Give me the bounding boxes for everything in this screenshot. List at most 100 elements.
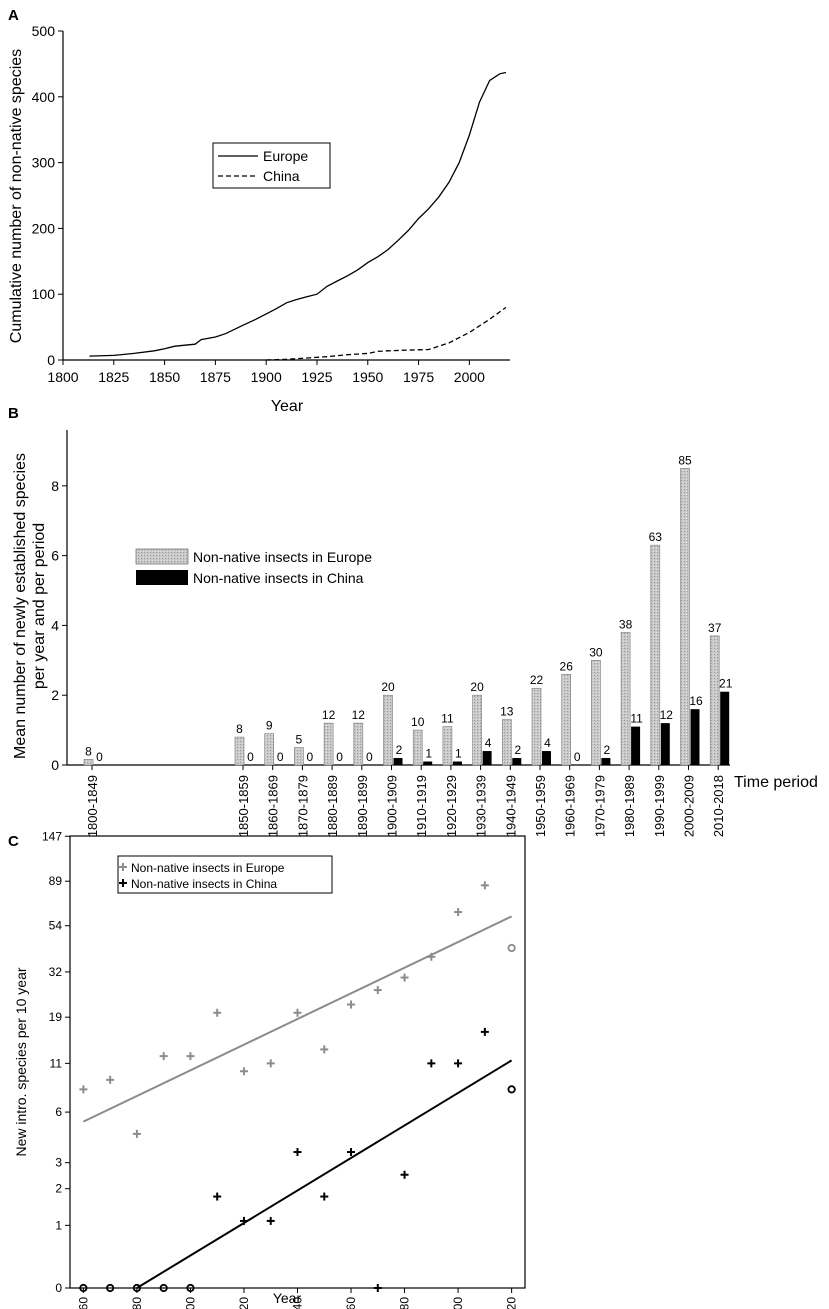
point-europe [427,952,436,961]
point-europe [159,1052,168,1061]
point-europe [239,1067,248,1076]
bar-europe [83,759,94,766]
bar-europe-value-label: 9 [266,719,273,733]
panel-a-y-tick-label: 400 [32,89,56,105]
panel-b-y-axis-label-line2: per year and per period [31,523,48,689]
point-europe [400,973,409,982]
bar-europe-value-label: 8 [236,722,243,736]
bar-europe [442,726,453,766]
bar-europe [472,694,482,766]
panel-a-y-tick-label: 300 [32,155,56,171]
legend-europe-swatch [135,548,189,565]
panel-b-category-label: 1980-1989 [622,775,637,837]
point-europe [373,986,382,995]
panel-a-x-tick-label: 1975 [403,369,434,385]
panel-a-series-europe-line [89,71,507,357]
bar-europe-value-label: 38 [619,617,633,631]
bar-europe [294,747,304,766]
point-europe [454,908,463,917]
point-europe [347,1000,356,1009]
panel-b-category-label: 1890-1899 [355,775,370,837]
point-china [347,1148,356,1157]
open-point-china [186,1283,195,1293]
panel-a-y-tick-label: 200 [32,220,56,236]
bar-china-value-label: 12 [660,708,674,722]
panel-b-category-label: 1940-1949 [503,775,518,837]
bar-europe-value-label: 30 [589,645,603,659]
point-china [213,1192,222,1201]
legend-china-marker [119,879,127,887]
bar-europe-value-label: 8 [85,744,92,758]
bar-europe [353,722,364,766]
bar-europe [709,635,720,766]
panel-c-y-tick-label: 11 [50,1056,63,1070]
bar-china-value-label: 0 [366,750,373,764]
legend-china-swatch [136,570,188,585]
panel-c-y-tick-label: 19 [49,1010,63,1024]
panel-b-category-label: 1960-1969 [563,775,578,837]
legend-europe-label: Non-native insects in Europe [193,549,372,565]
bar-europe-value-label: 5 [296,733,303,747]
bar-europe-value-label: 10 [411,715,425,729]
legend-china-label: China [263,168,300,184]
panel-b-category-label: 1910-1919 [414,775,429,837]
panel-b-legend: Non-native insects in Europe Non-native … [135,548,372,586]
bar-china [631,726,641,765]
bar-europe [531,687,542,766]
point-europe [213,1008,222,1017]
panel-a-x-axis-label: Year [271,398,304,415]
open-point-china [106,1283,115,1293]
point-china [373,1284,382,1292]
bar-europe [680,468,690,766]
panel-c-y-tick-label: 6 [55,1105,62,1119]
bar-europe [234,736,245,766]
panel-a-chart: 1800 1825 1850 1875 1900 1925 1950 1975 2000 0 10… [8,23,510,415]
bar-china-value-label: 0 [96,750,103,764]
bar-china-value-label: 1 [425,747,432,761]
panel-b-category-label: 1850-1859 [236,775,251,837]
bar-china-value-label: 21 [719,677,733,691]
panel-c-x-axis-label: Year [273,1290,302,1306]
point-china [320,1192,329,1201]
legend-china-label: Non-native insects in China [131,877,277,891]
bar-europe [591,660,601,766]
open-point-europe [507,943,516,953]
panel-c-x-tick-label: 1860 [76,1297,90,1309]
panel-c-y-tick-label: 1 [55,1218,62,1232]
bar-china [720,691,730,765]
bar-europe-value-label: 63 [649,530,663,544]
panel-c-y-tick-label: 2 [55,1182,62,1196]
panel-c-y-tick-label: 54 [49,919,63,933]
bar-china [660,723,670,765]
panel-b-y-tick-label: 0 [51,757,59,773]
panel-b-y-axis-label-line1: Mean number of newly established species [12,453,29,759]
panel-b-category-label: 1800-1849 [85,775,100,837]
bar-europe-value-label: 11 [441,712,454,726]
point-china [266,1216,275,1225]
point-china [427,1059,436,1068]
bar-china [423,761,433,765]
point-china [454,1059,463,1068]
point-china [400,1170,409,1179]
bar-europe-value-label: 20 [470,680,484,694]
panel-b-x-axis-label: Time period [734,774,818,791]
point-europe [79,1085,88,1094]
point-europe [480,881,489,890]
panel-b-category-label: 2010-2018 [711,775,726,837]
panel-c-x-tick-label: 1940 [291,1297,305,1309]
bar-china [393,758,403,765]
bar-europe-value-label: 12 [352,708,366,722]
panel-c-plot-frame [69,835,526,1289]
panel-a-y-axis-label: Cumulative number of non-native species [8,49,25,343]
bar-europe [412,729,423,766]
bar-china-value-label: 0 [307,750,314,764]
panel-b-category-label: 1930-1939 [474,775,489,837]
panel-c-y-tick-label: 147 [42,829,62,843]
panel-b-category-label: 1900-1909 [385,775,400,837]
open-point-china [507,1085,516,1094]
panel-b-category-label: 1860-1869 [266,775,281,837]
panel-b-y-tick-label: 2 [51,687,59,703]
panel-c-x-tick-label: 2000 [451,1297,465,1309]
